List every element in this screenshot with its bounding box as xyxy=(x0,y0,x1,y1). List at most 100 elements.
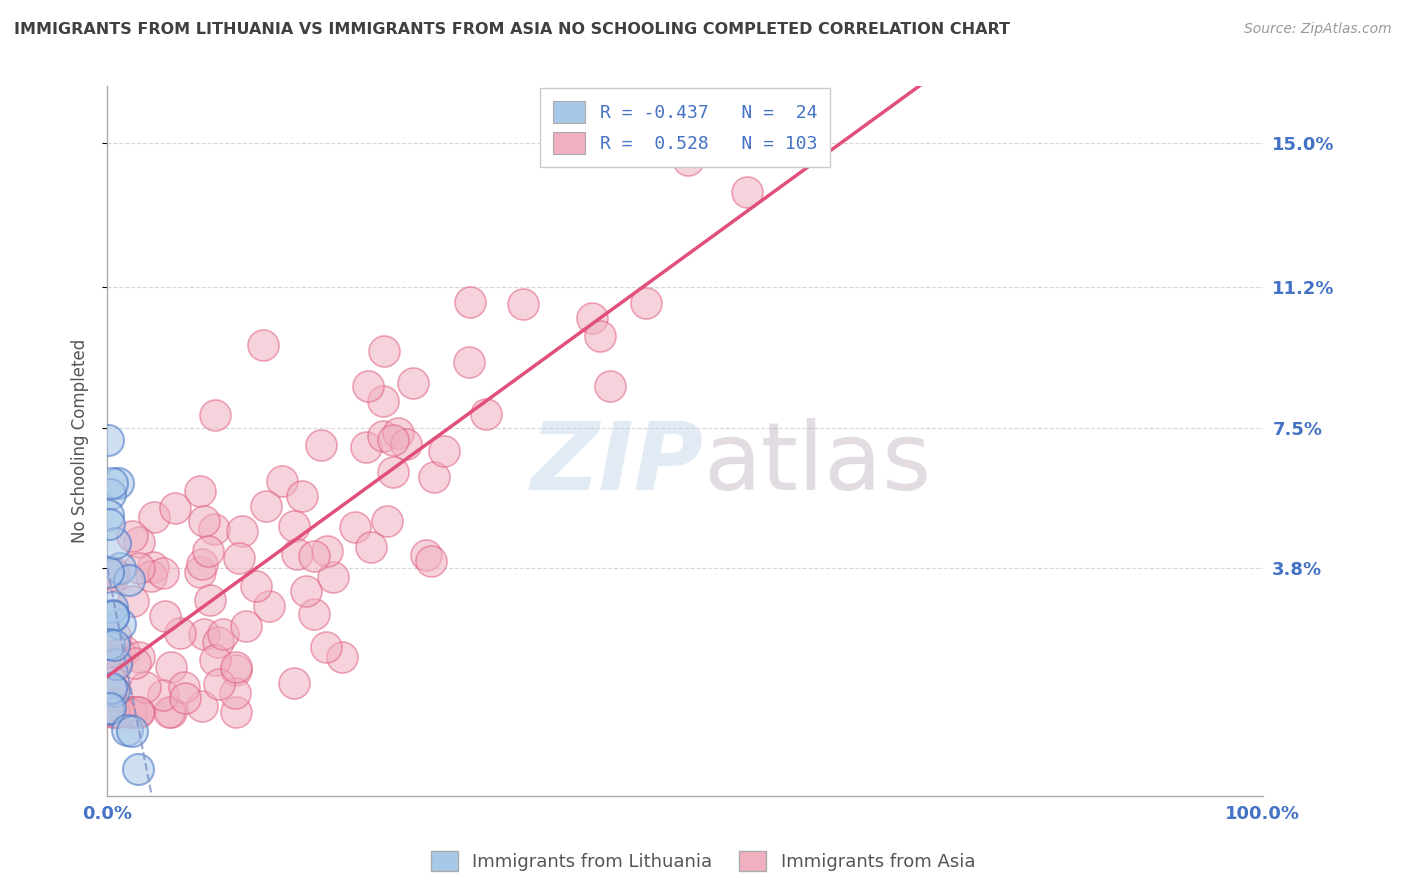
Point xyxy=(354,440,377,454)
Point xyxy=(110,560,132,574)
Point xyxy=(302,607,325,622)
Point xyxy=(245,579,267,593)
Point xyxy=(589,329,612,343)
Point xyxy=(101,706,124,720)
Point xyxy=(373,344,395,359)
Point xyxy=(128,706,150,720)
Point xyxy=(103,568,125,582)
Point xyxy=(127,706,149,720)
Point xyxy=(101,696,124,710)
Point xyxy=(103,706,125,720)
Point xyxy=(101,609,124,624)
Point xyxy=(98,701,121,715)
Point xyxy=(343,519,366,533)
Point xyxy=(259,599,281,614)
Point xyxy=(188,483,211,498)
Y-axis label: No Schooling Completed: No Schooling Completed xyxy=(72,339,89,543)
Point xyxy=(120,706,142,720)
Point xyxy=(373,429,395,443)
Point xyxy=(104,536,127,550)
Point xyxy=(127,762,149,776)
Point xyxy=(98,487,121,501)
Point xyxy=(108,646,131,660)
Point xyxy=(231,524,253,538)
Point xyxy=(207,635,229,649)
Point xyxy=(157,706,180,720)
Point xyxy=(371,393,394,408)
Point xyxy=(124,656,146,670)
Point xyxy=(225,663,247,677)
Point xyxy=(387,425,409,440)
Point xyxy=(100,681,122,696)
Point xyxy=(96,566,118,580)
Point xyxy=(105,657,128,671)
Point xyxy=(152,566,174,580)
Point xyxy=(228,550,250,565)
Point xyxy=(193,514,215,528)
Point xyxy=(103,684,125,698)
Point xyxy=(121,724,143,739)
Point xyxy=(204,653,226,667)
Legend: R = -0.437   N =  24, R =  0.528   N = 103: R = -0.437 N = 24, R = 0.528 N = 103 xyxy=(540,88,830,167)
Point xyxy=(315,640,337,654)
Point xyxy=(121,593,143,607)
Point xyxy=(101,675,124,690)
Point xyxy=(457,355,479,369)
Point xyxy=(153,608,176,623)
Point xyxy=(107,475,129,490)
Point xyxy=(474,407,496,421)
Point xyxy=(174,691,197,706)
Point xyxy=(202,522,225,536)
Point xyxy=(357,379,380,393)
Point xyxy=(165,501,187,516)
Point xyxy=(112,643,135,657)
Point xyxy=(128,535,150,549)
Point xyxy=(382,433,405,447)
Point xyxy=(512,297,534,311)
Point xyxy=(208,677,231,691)
Point xyxy=(423,470,446,484)
Point xyxy=(105,706,128,720)
Point xyxy=(121,706,143,720)
Point xyxy=(124,706,146,720)
Point xyxy=(235,619,257,633)
Point xyxy=(101,566,124,580)
Point xyxy=(118,573,141,587)
Point xyxy=(330,650,353,665)
Point xyxy=(295,583,318,598)
Point xyxy=(108,616,131,631)
Point xyxy=(104,628,127,642)
Point xyxy=(283,519,305,533)
Point xyxy=(97,508,120,523)
Point xyxy=(103,681,125,696)
Point xyxy=(101,608,124,623)
Text: IMMIGRANTS FROM LITHUANIA VS IMMIGRANTS FROM ASIA NO SCHOOLING COMPLETED CORRELA: IMMIGRANTS FROM LITHUANIA VS IMMIGRANTS … xyxy=(14,22,1010,37)
Point xyxy=(322,570,344,584)
Point xyxy=(134,680,156,694)
Point xyxy=(402,376,425,390)
Point xyxy=(311,438,333,452)
Point xyxy=(254,500,277,514)
Point xyxy=(105,654,128,668)
Point xyxy=(200,593,222,607)
Point xyxy=(458,294,481,309)
Point xyxy=(142,510,165,524)
Point xyxy=(121,528,143,542)
Point xyxy=(160,660,183,674)
Point xyxy=(173,680,195,694)
Point xyxy=(152,688,174,702)
Point xyxy=(360,540,382,554)
Point xyxy=(302,549,325,563)
Point xyxy=(252,338,274,352)
Point xyxy=(97,433,120,447)
Point xyxy=(224,686,246,700)
Point xyxy=(103,638,125,652)
Point xyxy=(581,311,603,326)
Point xyxy=(225,659,247,673)
Point xyxy=(395,437,418,451)
Point xyxy=(204,408,226,422)
Point xyxy=(737,185,759,199)
Point xyxy=(191,698,214,713)
Point xyxy=(291,489,314,503)
Point xyxy=(188,565,211,579)
